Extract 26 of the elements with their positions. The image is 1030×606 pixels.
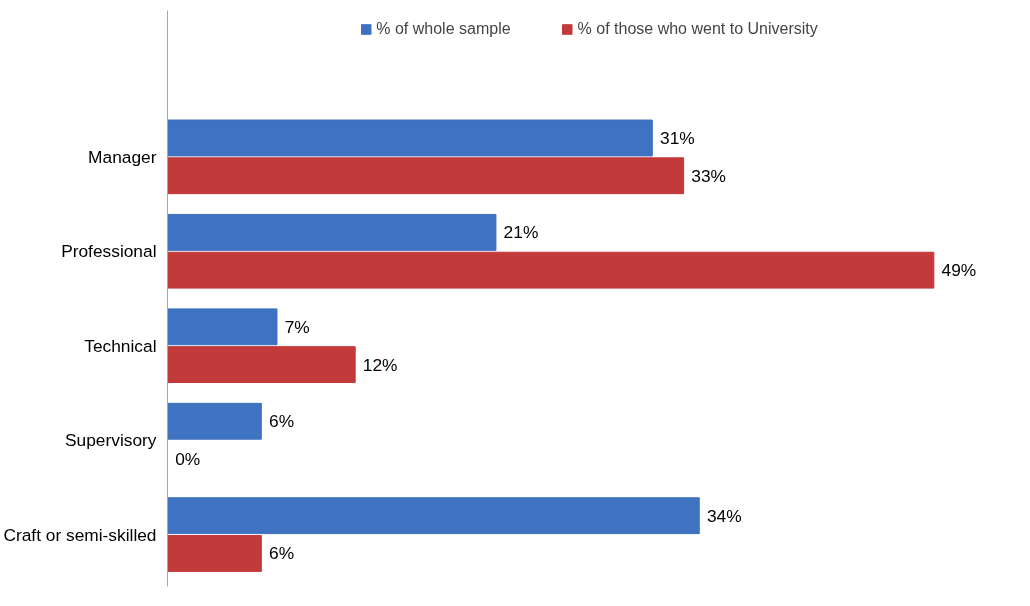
data-label: 6% — [269, 543, 295, 564]
data-label: 31% — [660, 127, 695, 148]
data-label: 6% — [269, 411, 295, 432]
bar — [167, 213, 497, 251]
data-label: 21% — [503, 222, 539, 243]
y-tick-label: Supervisory — [65, 430, 157, 451]
bar — [167, 497, 700, 535]
legend-label: % of those who went to University — [577, 20, 818, 38]
bar — [167, 535, 262, 572]
y-tick-label: Technical — [84, 335, 157, 356]
data-label: 34% — [706, 505, 742, 526]
bar — [167, 119, 653, 157]
y-tick-label: Craft or semi-skilled — [3, 524, 157, 545]
data-label: 0% — [175, 449, 201, 470]
bar — [167, 346, 356, 384]
data-label: 33% — [691, 165, 726, 186]
bar — [167, 157, 685, 195]
legend-label: % of whole sample — [376, 20, 511, 38]
data-label: 49% — [941, 260, 977, 281]
y-tick-label: Manager — [88, 146, 157, 167]
bar — [167, 251, 935, 289]
y-tick-label: Professional — [61, 241, 157, 262]
bar — [167, 308, 278, 346]
data-label: 12% — [362, 354, 398, 375]
data-label: 7% — [284, 316, 310, 337]
bar — [167, 402, 262, 440]
